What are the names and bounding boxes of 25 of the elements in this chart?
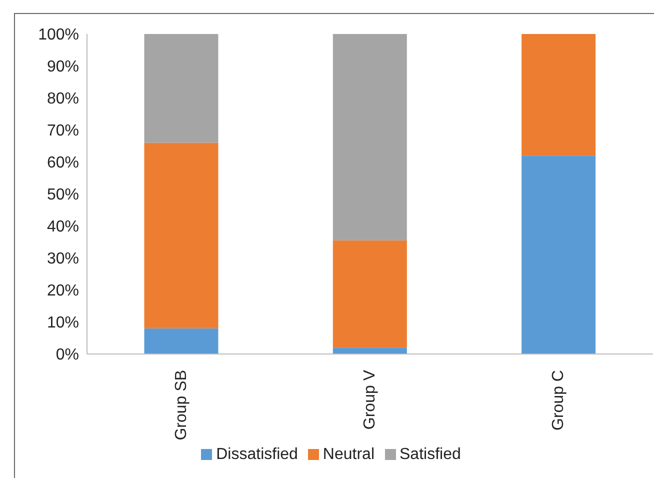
y-tick-label: 70% [46,122,79,140]
bar [144,328,218,354]
y-tick-label: 10% [46,314,79,332]
y-tick-label: 40% [46,218,79,236]
bar [332,240,407,348]
bar [144,34,218,143]
legend-label: Satisfied [400,446,461,463]
bar [522,156,596,354]
y-tick-label: 100% [38,26,79,44]
legend-label: Dissatisfied [216,446,298,463]
y-tick-label: 50% [46,186,79,204]
y-tick-label: 60% [46,154,79,172]
y-tick-label: 0% [56,346,79,364]
x-tick-label: Group V [362,370,378,430]
y-tick-label: 20% [46,282,79,300]
x-tick-label: Group C [550,370,568,430]
bar [332,34,407,240]
x-tick-label: Group SB [172,370,190,440]
y-tick-label: 80% [46,90,79,108]
legend-label: Neutral [322,446,374,463]
bar [522,34,596,156]
bar [144,142,218,328]
bar [332,348,407,354]
y-tick-label: 30% [46,250,79,268]
y-tick-label: 90% [46,58,79,76]
